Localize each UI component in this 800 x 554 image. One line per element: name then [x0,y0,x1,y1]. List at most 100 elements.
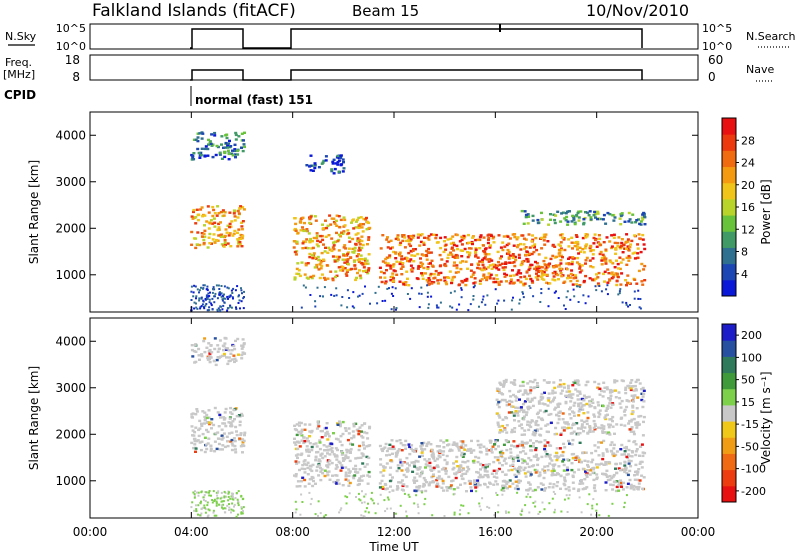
echo-cell [528,391,532,395]
echo-cell [309,215,313,218]
echo-cell [452,243,456,247]
echo-cell [595,473,599,476]
echo-band [190,336,247,367]
echo-cell [360,226,364,229]
echo-cell [228,222,232,226]
echo-cell [544,487,547,490]
echo-cell [487,236,491,240]
echo-cell [226,309,229,312]
echo-cell [443,262,447,266]
echo-cell [395,453,398,456]
echo-cell [505,416,509,420]
echo-cell [208,232,212,236]
echo-cell [208,491,210,494]
echo-cell [442,466,446,470]
echo-cell [510,428,514,432]
freq-label: Freq. [5,56,32,69]
echo-cell [361,263,365,266]
echo-cell [585,396,589,399]
echo-cell [449,242,453,245]
echo-cell [518,389,522,392]
echo-cell [213,406,217,410]
echo-cell [379,270,383,274]
echo-cell [203,504,206,507]
echo-cell [341,457,345,460]
echo-cell [609,406,613,409]
echo-cell [351,443,355,446]
echo-cell [575,213,579,217]
echo-cell [220,354,224,358]
echo-cell [414,447,418,451]
echo-cell [294,253,298,256]
echo-cell [601,431,605,434]
echo-cell [297,430,301,434]
echo-cell [237,295,240,298]
echo-cell [388,256,392,259]
echo-cell [509,455,513,458]
echo-cell [485,453,489,456]
echo-cell [208,351,212,354]
echo-cell [192,295,195,298]
echo-cell [362,270,365,273]
echo-cell [584,451,588,454]
echo-cell [558,254,562,258]
echo-cell [521,410,525,414]
echo-cell [583,426,587,429]
echo-cell [395,260,399,263]
echo-cell [207,227,211,230]
echo-cell [395,469,399,473]
echo-cell [294,475,298,478]
echo-cell [562,237,566,240]
echo-cell [466,267,470,270]
echo-cell [611,419,614,423]
echo-cell [513,419,516,422]
echo-cell [504,380,508,383]
echo-cell [576,433,580,436]
echo-cell [210,427,213,430]
ground-scatter [190,284,642,312]
echo-cell [571,214,575,218]
echo-cell [221,448,224,451]
echo-cell [394,237,398,241]
echo-cell [622,410,626,413]
echo-cell [396,451,399,454]
echo-cell [467,233,470,237]
echo-cell [500,262,504,265]
echo-cell [192,210,195,214]
echo-cell [314,257,318,260]
echo-cell [485,449,489,453]
echo-cell [520,458,524,461]
echo-cell [519,276,523,279]
echo-cell [630,426,634,429]
echo-cell [453,256,457,259]
echo-cell [598,409,602,412]
echo-cell [431,474,435,478]
echo-cell [451,276,455,279]
echo-cell [547,413,551,416]
colorbar-tick-label: -50 [741,440,759,453]
echo-cell [509,464,513,467]
echo-cell [537,402,541,405]
echo-cell [582,279,586,283]
echo-cell [223,285,226,288]
echo-cell [405,456,409,460]
echo-cell [361,501,363,504]
echo-cell [306,466,310,470]
echo-cell [358,238,362,242]
echo-cell [381,300,384,302]
echo-cell [532,455,536,458]
echo-cell [421,491,423,494]
echo-cell [460,444,464,448]
echo-cell [559,248,563,252]
echo-cell [522,446,526,449]
echo-cell [630,379,634,382]
echo-cell [217,212,221,215]
echo-cell [200,440,204,443]
echo-cell [563,248,567,252]
echo-cell [229,305,232,308]
echo-cell [238,423,242,427]
echo-cell [455,471,459,474]
power-cells [190,131,647,312]
echo-cell [463,448,467,451]
